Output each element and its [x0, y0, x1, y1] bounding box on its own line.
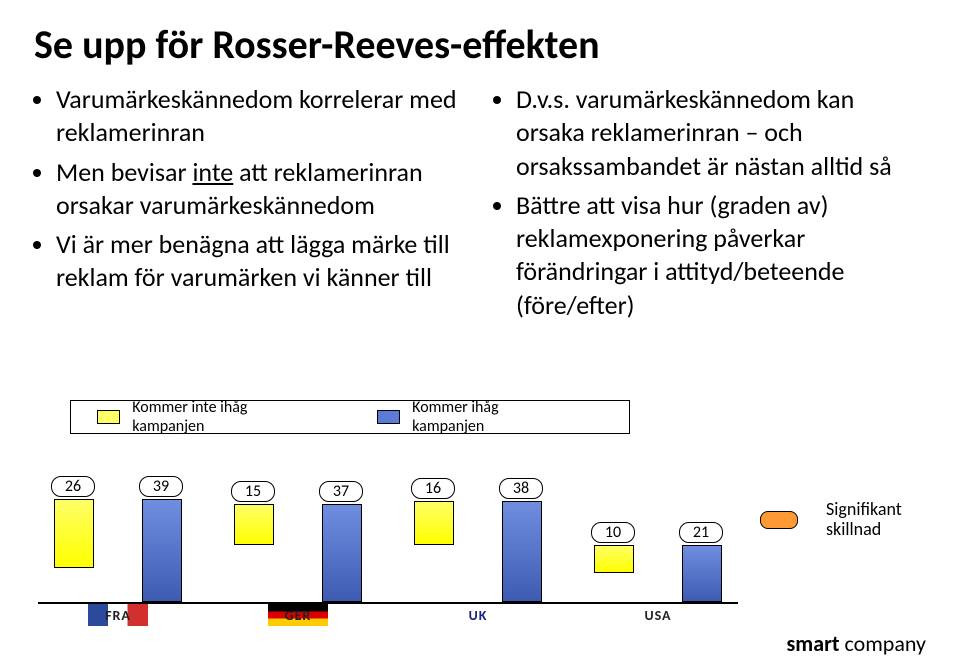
- bar-a-fra: 26: [54, 499, 94, 569]
- right-bullet-list: D.v.s. varumärkeskännedom kan orsaka rek…: [494, 83, 924, 322]
- flag-fra-icon: FRA: [88, 604, 148, 626]
- bar-a-label: 16: [411, 478, 455, 499]
- bar-a-uk: 16: [414, 501, 454, 545]
- bar-a-label: 10: [591, 522, 635, 543]
- flag-uk-icon: UK: [448, 604, 508, 626]
- bar-chart: 2639FRA1537GER1638UK1021USA: [38, 454, 738, 624]
- left-column: Varumärkeskännedom korrelerar med reklam…: [34, 83, 464, 328]
- bar-b-label: 21: [679, 522, 723, 543]
- flag-ger-icon: GER: [268, 604, 328, 626]
- two-column-body: Varumärkeskännedom korrelerar med reklam…: [34, 83, 926, 328]
- footer-bold: smart: [787, 630, 840, 657]
- legend-swatch-yellow: [97, 410, 120, 424]
- underlined-word: inte: [192, 156, 233, 188]
- chart-legend: Kommer inte ihåg kampanjen Kommer ihåg k…: [70, 400, 630, 434]
- legend-label-1: Kommer inte ihåg kampanjen: [132, 398, 317, 436]
- left-bullet-1: Men bevisar inte att reklamerinran orsak…: [56, 156, 464, 223]
- right-column: D.v.s. varumärkeskännedom kan orsaka rek…: [494, 83, 924, 328]
- significance-text: Signifikant skillnad: [826, 500, 902, 540]
- significance-line1: Signifikant: [826, 498, 902, 520]
- bar-b-label: 39: [139, 476, 183, 497]
- legend-item-2: Kommer ihåg kampanjen: [377, 398, 569, 436]
- significance-swatch-icon: [760, 511, 798, 529]
- legend-label-2: Kommer ihåg kampanjen: [412, 398, 569, 436]
- bar-b-usa: 21: [682, 545, 722, 602]
- page-title: Se upp för Rosser-Reeves-effekten: [34, 20, 926, 69]
- bar-a-ger: 15: [234, 504, 274, 545]
- footer-brand: smart company: [787, 630, 926, 657]
- bar-a-label: 26: [51, 476, 95, 497]
- flag-usa-icon: USA: [628, 604, 688, 626]
- bar-b-label: 38: [499, 478, 543, 499]
- footer-rest: company: [840, 630, 926, 657]
- bar-b-label: 37: [319, 481, 363, 502]
- left-bullet-2: Vi är mer benägna att lägga märke till r…: [56, 228, 464, 295]
- significance-line2: skillnad: [826, 518, 881, 540]
- left-bullet-0: Varumärkeskännedom korrelerar med reklam…: [56, 83, 464, 150]
- bar-group-fra: 26 39: [48, 499, 188, 602]
- bar-a-usa: 10: [594, 545, 634, 573]
- legend-item-1: Kommer inte ihåg kampanjen: [97, 398, 317, 436]
- bar-a-label: 15: [231, 481, 275, 502]
- bar-b-fra: 39: [142, 499, 182, 602]
- bar-b-uk: 38: [502, 501, 542, 602]
- bar-b-ger: 37: [322, 504, 362, 602]
- significance-note: Signifikant skillnad: [760, 500, 902, 540]
- legend-swatch-blue: [377, 410, 400, 424]
- bar-group-ger: 1537: [228, 504, 368, 602]
- bar-group-usa: 10 21: [588, 545, 728, 602]
- right-bullet-1: Bättre att visa hur (graden av) reklamex…: [516, 189, 924, 322]
- right-bullet-0: D.v.s. varumärkeskännedom kan orsaka rek…: [516, 83, 924, 183]
- bar-group-uk: 1638: [408, 501, 548, 602]
- left-bullet-list: Varumärkeskännedom korrelerar med reklam…: [34, 83, 464, 295]
